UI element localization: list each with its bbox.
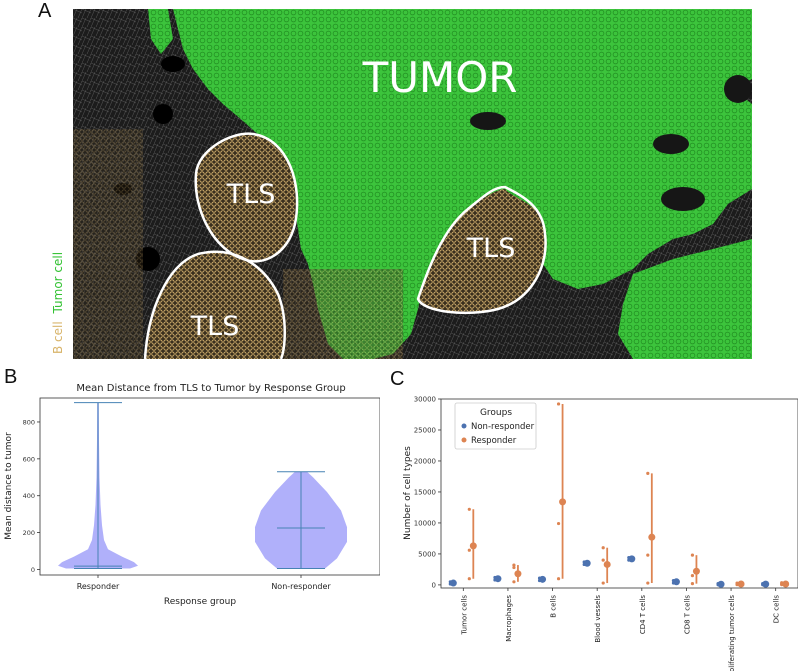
violin-x-tick-label: Non-responder	[271, 582, 331, 591]
tls-label-3: TLS	[190, 311, 240, 342]
bcell-side-label: B cell	[51, 321, 65, 354]
tumor-label: TUMOR	[362, 53, 518, 102]
legend-marker-responder	[461, 437, 467, 443]
tumor-region-left	[148, 9, 173, 54]
violin-y-tick-label: 800	[23, 418, 35, 426]
legend-marker-non-responder	[461, 423, 467, 429]
data-point	[690, 582, 695, 586]
violin-ylabel: Mean distance to tumor	[4, 432, 14, 540]
violin-chart: Mean Distance from TLS to Tumor by Respo…	[4, 383, 380, 607]
svg-text:B cell Tumor cell: B cell Tumor cell	[51, 252, 65, 354]
data-point	[512, 563, 516, 567]
legend-label-non-responder: Non-responder	[471, 422, 535, 432]
scatter-y-tick-label: 5000	[418, 550, 436, 558]
scatter-y-tick-label: 0	[432, 581, 436, 589]
tls-outline-3	[143, 250, 286, 359]
data-point	[646, 581, 650, 585]
mean-point	[449, 579, 457, 587]
panel-b-letter: B	[4, 366, 18, 388]
data-point	[556, 402, 561, 406]
violin-title: Mean Distance from TLS to Tumor by Respo…	[76, 383, 345, 394]
tumor-region-right	[618, 239, 752, 359]
scatter-y-tick-label: 20000	[414, 457, 436, 465]
scatter-x-tick-label: Blood vessels	[594, 595, 602, 643]
cell-type-side-label: B cell Tumor cell	[51, 252, 65, 354]
panel-c-letter: C	[390, 368, 405, 390]
mean-point	[782, 580, 790, 588]
data-point	[690, 574, 695, 578]
data-point	[556, 521, 561, 526]
scatter-x-ticks: Tumor cells Macrophages B cells Blood vesse…	[460, 588, 781, 671]
tls-label-1: TLS	[226, 179, 276, 210]
violin-y-tick-label: 600	[23, 455, 35, 463]
tls-region-1	[195, 133, 298, 262]
violin-y-tick-label: 0	[31, 566, 35, 574]
scatter-y-tick-label: 25000	[414, 426, 436, 434]
tumor-side-label: Tumor cell	[51, 252, 65, 315]
mean-point	[737, 580, 745, 588]
scatter-y-tick-label: 30000	[414, 396, 436, 404]
mean-point	[583, 559, 591, 567]
violin-y-ticks: 0 200 400 600 800	[23, 418, 40, 574]
data-point	[646, 471, 650, 475]
mean-point	[494, 575, 502, 583]
cell-count-chart: 0 5000 10000 15000 20000 25000 30000 Tumor cel…	[403, 396, 798, 671]
mean-point	[762, 580, 770, 588]
data-point	[556, 577, 561, 581]
data-point	[512, 565, 516, 570]
mean-point	[514, 570, 522, 578]
violin-x-tick-label: Responder	[77, 582, 120, 591]
mean-point	[628, 555, 636, 563]
mean-point	[603, 560, 611, 568]
violin-xlabel: Response group	[164, 597, 237, 607]
violin-y-tick-label: 400	[23, 492, 35, 500]
violin-y-tick-label: 200	[23, 529, 35, 537]
mean-point	[717, 580, 725, 588]
tls-region-2	[418, 189, 546, 313]
data-point	[601, 558, 605, 562]
panel-a-letter: A	[38, 0, 52, 22]
tls-outline-2	[416, 185, 547, 315]
legend-box	[454, 402, 537, 450]
mean-point	[648, 533, 656, 541]
mean-point	[559, 498, 567, 506]
tissue-image: TUMOR TLS TLS TLS	[73, 9, 752, 359]
violin-x-ticks: Responder Non-responder	[77, 575, 331, 591]
scatter-x-tick-label: Tumor cells	[460, 595, 468, 636]
data-point	[601, 546, 605, 550]
scatter-y-tick-label: 10000	[414, 519, 436, 527]
data-point	[512, 580, 516, 584]
legend-title: Groups	[480, 408, 512, 418]
scatter-axes-frame	[440, 398, 798, 589]
tls-label-2: TLS	[466, 233, 516, 264]
tls-outline-1	[194, 132, 299, 263]
mean-point	[469, 542, 477, 550]
legend-label-responder: Responder	[471, 436, 517, 446]
violin-axes-frame	[39, 397, 380, 576]
scatter-x-tick-label: Macrophages	[505, 595, 513, 642]
data-point	[467, 577, 471, 581]
data-point	[601, 581, 605, 585]
data-point	[467, 507, 471, 511]
mean-point	[692, 567, 700, 575]
mean-point	[539, 575, 547, 583]
scatter-x-tick-label: DC cells	[773, 595, 781, 624]
data-point	[690, 553, 695, 557]
scatter-ylabel: Number of cell types	[403, 446, 413, 540]
scatter-x-tick-label: CD4 T cells	[639, 595, 647, 635]
tissue-svg: TUMOR TLS TLS TLS	[73, 9, 752, 359]
data-point	[646, 553, 650, 557]
scatter-x-tick-label: CD8 T cells	[683, 595, 691, 635]
tls-region-3	[145, 251, 285, 359]
mean-point	[672, 578, 680, 586]
violin-bodies	[58, 402, 347, 570]
scatter-marks	[448, 402, 790, 588]
scatter-legend: Groups Non-responder Responder	[454, 402, 537, 450]
scatter-y-ticks: 0 5000 10000 15000 20000 25000 30000	[414, 396, 441, 589]
data-point	[467, 548, 471, 552]
scatter-x-tick-label: Proliferating tumor cells	[728, 595, 736, 671]
scatter-x-tick-label: B cells	[550, 595, 558, 618]
scatter-y-tick-label: 15000	[414, 488, 436, 496]
